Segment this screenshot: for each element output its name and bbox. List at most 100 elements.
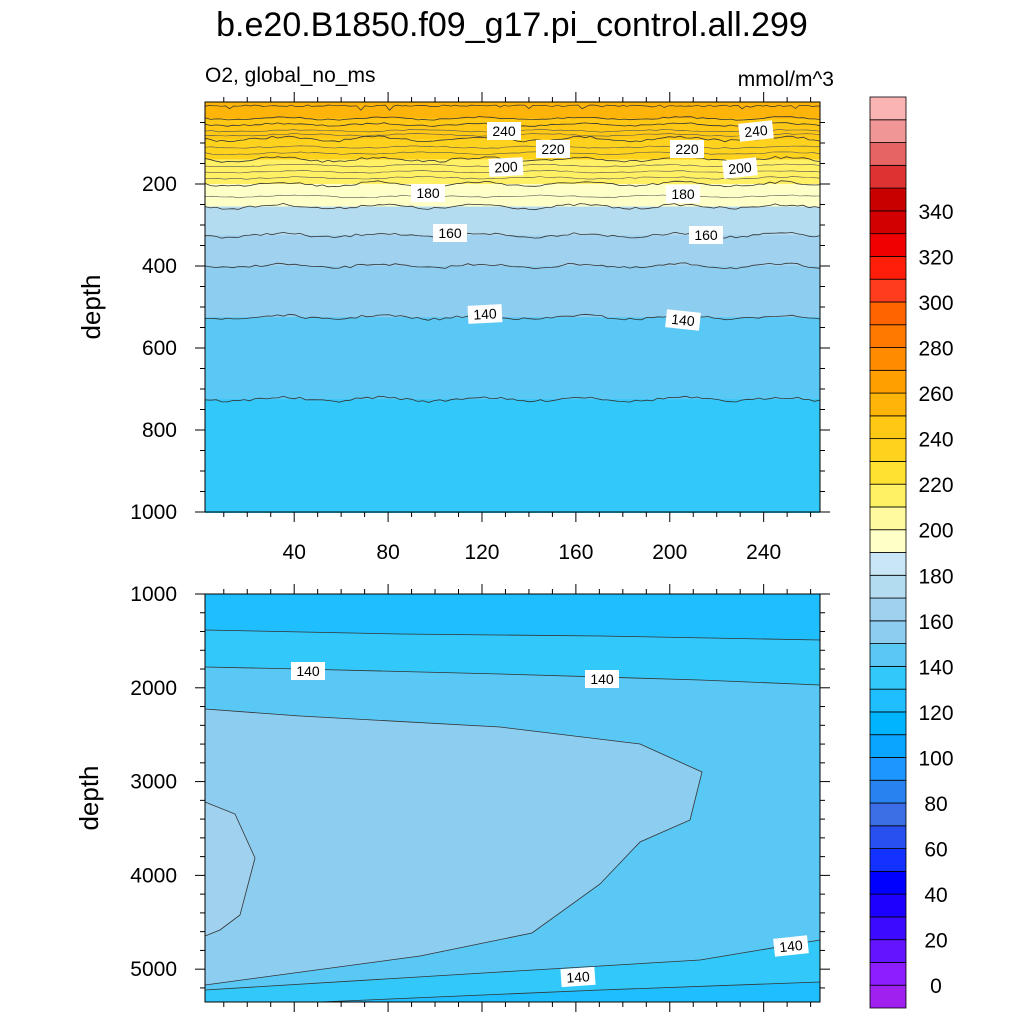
contour-label: 220	[536, 140, 570, 158]
colorbar-tick-label: 140	[918, 656, 953, 679]
contour-label: 140	[773, 935, 809, 957]
colorbar-swatch	[869, 574, 907, 599]
colorbar-swatch	[869, 187, 907, 212]
contour-label: 200	[488, 157, 524, 177]
contour-label-box	[467, 304, 503, 324]
contour-label-text: 220	[541, 141, 565, 157]
colorbar-tick-label: 260	[918, 383, 953, 406]
contour-label: 220	[670, 140, 704, 158]
colorbar-tick-label: 320	[918, 246, 953, 269]
contour-line	[204, 180, 821, 188]
contour-line	[204, 262, 821, 270]
y-tick-label: 1000	[130, 583, 177, 606]
contour-label-box	[722, 157, 758, 179]
y-tick-label: 4000	[130, 864, 177, 887]
colorbar-swatch	[869, 870, 907, 895]
contour-band	[205, 317, 820, 401]
colorbar-swatch	[869, 734, 907, 758]
colorbar-swatch	[869, 278, 907, 303]
contour-line	[204, 151, 821, 156]
colorbar-swatch	[869, 119, 907, 143]
colorbar-swatch	[869, 256, 907, 280]
y-tick-label: 5000	[130, 958, 177, 981]
contour-label-text: 200	[494, 158, 518, 175]
contour-label-box	[487, 122, 521, 140]
contour-band	[205, 235, 820, 267]
contour-label-box	[560, 966, 596, 988]
contour-label-box	[689, 226, 723, 244]
colorbar-tick-label: 20	[924, 930, 947, 953]
contour-label-box	[291, 662, 325, 680]
contour-label-box	[666, 185, 700, 203]
colorbar-swatch	[869, 438, 907, 462]
contour-label-text: 140	[473, 305, 497, 322]
contour-label-box	[773, 935, 809, 957]
colorbar-swatch	[869, 643, 907, 667]
colorbar-tick-label: 160	[918, 611, 953, 634]
contour-line	[204, 666, 821, 686]
contour-band	[205, 709, 702, 985]
y-tick-label: 3000	[130, 771, 177, 794]
contour-line	[204, 395, 821, 403]
colorbar-swatch	[869, 597, 907, 622]
contour-line	[204, 313, 821, 321]
contour-band	[205, 184, 820, 208]
colorbar-tick-label: 300	[918, 292, 953, 315]
deep-ocean-panel: 140 140 140 140 1000 2000 3000 4000 5000 depth	[74, 583, 830, 1012]
colorbar-tick-label: 60	[924, 839, 947, 862]
colorbar-swatch	[869, 369, 907, 394]
contour-label-text: 200	[728, 159, 753, 177]
colorbar-swatch	[869, 233, 907, 257]
chart-title: b.e20.B1850.f09_g17.pi_control.all.299	[216, 6, 808, 44]
contour-label-box	[665, 309, 701, 331]
contour-label-box	[433, 224, 467, 242]
colorbar-tick-label: 120	[918, 702, 953, 725]
y-tick-label: 400	[142, 255, 177, 278]
contour-band	[205, 118, 820, 126]
colorbar-swatch	[869, 460, 907, 485]
contour-label: 160	[689, 226, 723, 244]
contour-band	[205, 802, 255, 936]
contour-label-text: 220	[675, 141, 699, 157]
contour-line	[319, 981, 821, 1003]
y-tick-label: 1000	[130, 501, 177, 524]
contour-label-box	[536, 140, 570, 158]
y-axis-title: depth	[76, 274, 106, 339]
colorbar-swatch	[869, 142, 907, 166]
contour-label-text: 180	[416, 185, 440, 201]
contour-band	[205, 206, 820, 237]
contour-label-text: 140	[779, 937, 804, 955]
units-label: mmol/m^3	[738, 68, 834, 91]
colorbar-swatch	[869, 96, 907, 121]
contour-label: 240	[738, 120, 774, 142]
colorbar-swatch	[869, 483, 907, 508]
colorbar-swatch	[869, 962, 907, 986]
contour-label: 180	[666, 185, 700, 203]
colorbar: 0 20 40 60 80 100 120 140 160 180 200 220 240 260 280 3…	[869, 96, 954, 1009]
x-tick-label: 240	[746, 541, 781, 564]
colorbar-swatch	[869, 164, 907, 189]
colorbar-tick-label: 80	[924, 793, 947, 816]
colorbar-swatch	[869, 779, 907, 804]
colorbar-swatch	[869, 415, 907, 440]
contour-label-text: 240	[744, 122, 769, 140]
contour-label: 240	[487, 122, 521, 140]
colorbar-swatch	[869, 688, 907, 713]
contour-label-box	[670, 140, 704, 158]
contour-line	[204, 145, 821, 149]
colorbar-swatch	[869, 552, 907, 576]
colorbar-swatch	[869, 529, 907, 553]
y-tick-label: 2000	[130, 677, 177, 700]
x-tick-label: 80	[376, 541, 399, 564]
colorbar-swatch	[869, 939, 907, 963]
contour-label-text: 160	[438, 225, 462, 241]
contour-line	[204, 176, 821, 180]
colorbar-swatch	[869, 916, 907, 941]
x-tick-label: 120	[464, 541, 499, 564]
contour-line	[204, 202, 821, 211]
colorbar-swatch	[869, 757, 907, 781]
colorbar-swatch	[869, 347, 907, 371]
contour-label: 200	[722, 157, 758, 179]
colorbar-tick-label: 40	[924, 884, 947, 907]
